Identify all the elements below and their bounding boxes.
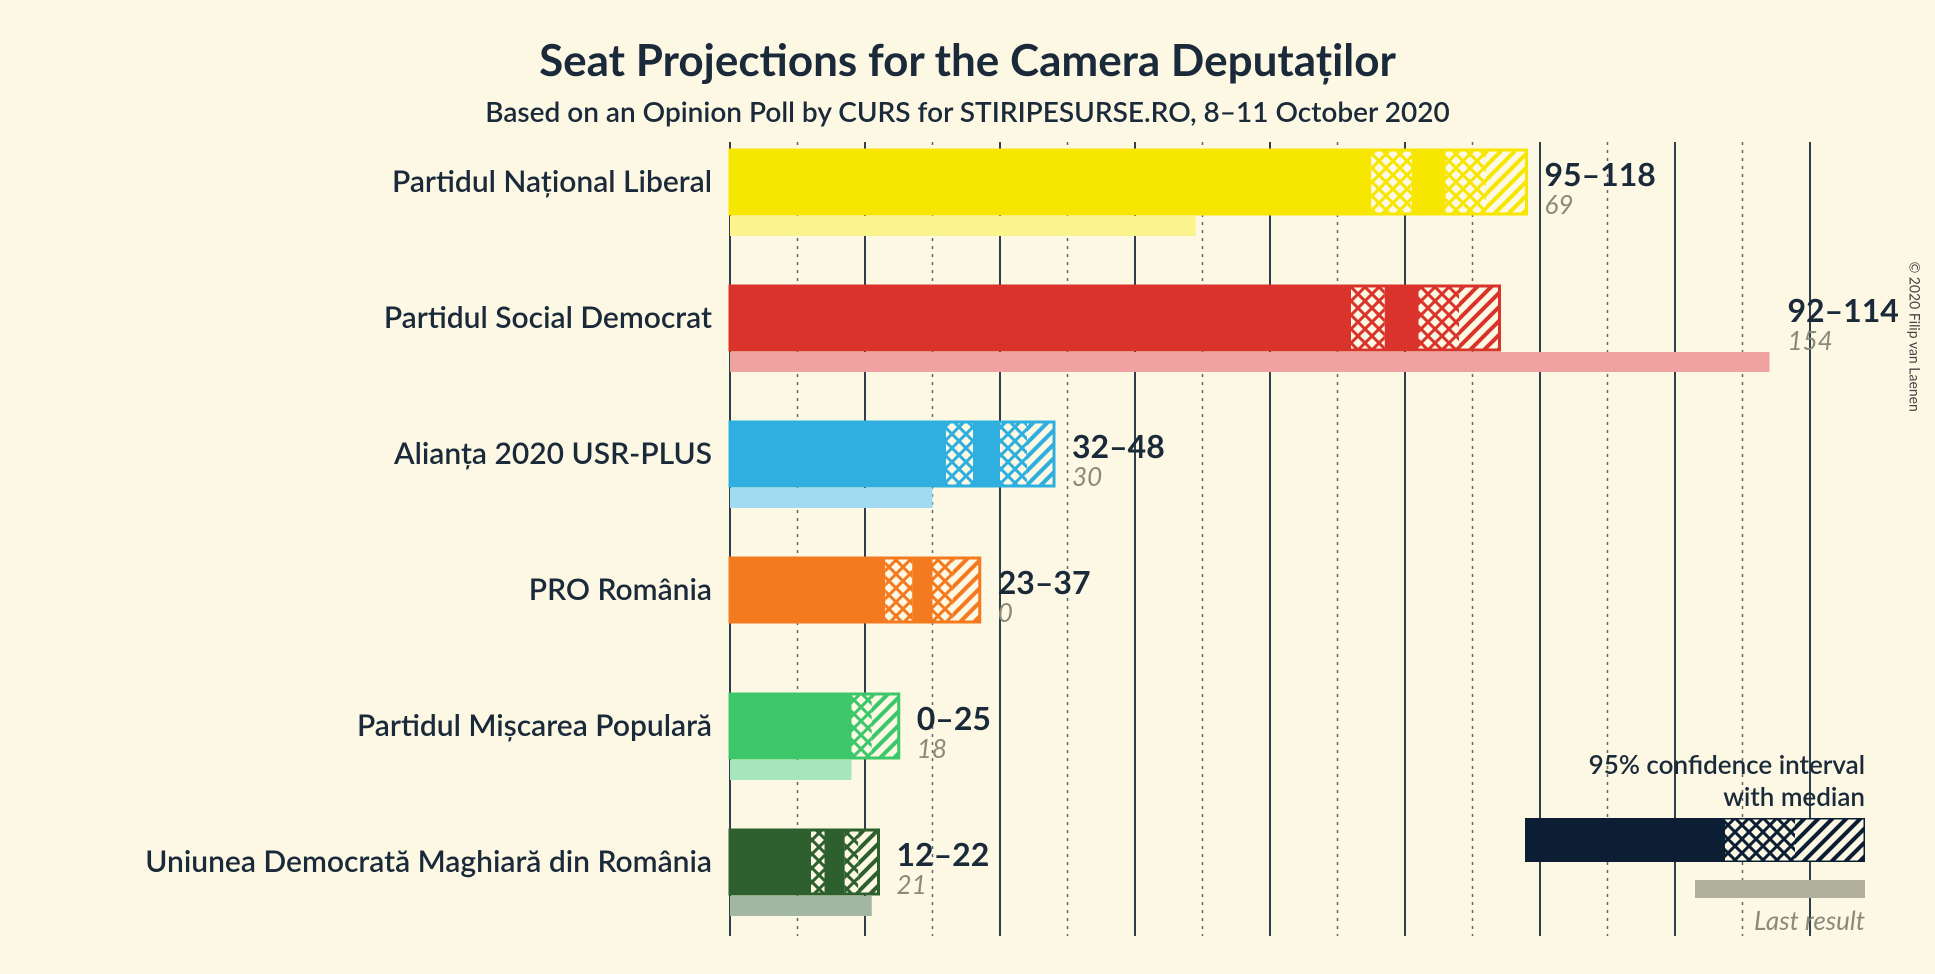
party-prev: 0: [998, 596, 1013, 628]
legend-ci-line2: with median: [1525, 780, 1865, 812]
chart-container: Seat Projections for the Camera Deputați…: [0, 0, 1935, 974]
party-prev: 21: [897, 868, 927, 900]
party-label: Partidul Național Liberal: [12, 163, 712, 199]
legend-prev-bar: [1525, 880, 1865, 898]
party-label: Uniunea Democrată Maghiară din România: [12, 843, 712, 879]
legend: 95% confidence interval with median Last…: [1525, 748, 1865, 936]
legend-prev-label: Last result: [1525, 904, 1865, 936]
party-prev: 18: [917, 732, 947, 764]
party-label: Alianța 2020 USR-PLUS: [12, 435, 712, 471]
legend-bar: [1525, 818, 1865, 862]
party-prev: 69: [1545, 188, 1574, 220]
party-label: Partidul Social Democrat: [12, 299, 712, 335]
party-label: Partidul Mișcarea Populară: [12, 707, 712, 743]
legend-ci-line1: 95% confidence interval: [1525, 748, 1865, 780]
party-prev: 154: [1788, 324, 1833, 356]
party-prev: 30: [1072, 460, 1102, 492]
party-label: PRO România: [12, 571, 712, 607]
